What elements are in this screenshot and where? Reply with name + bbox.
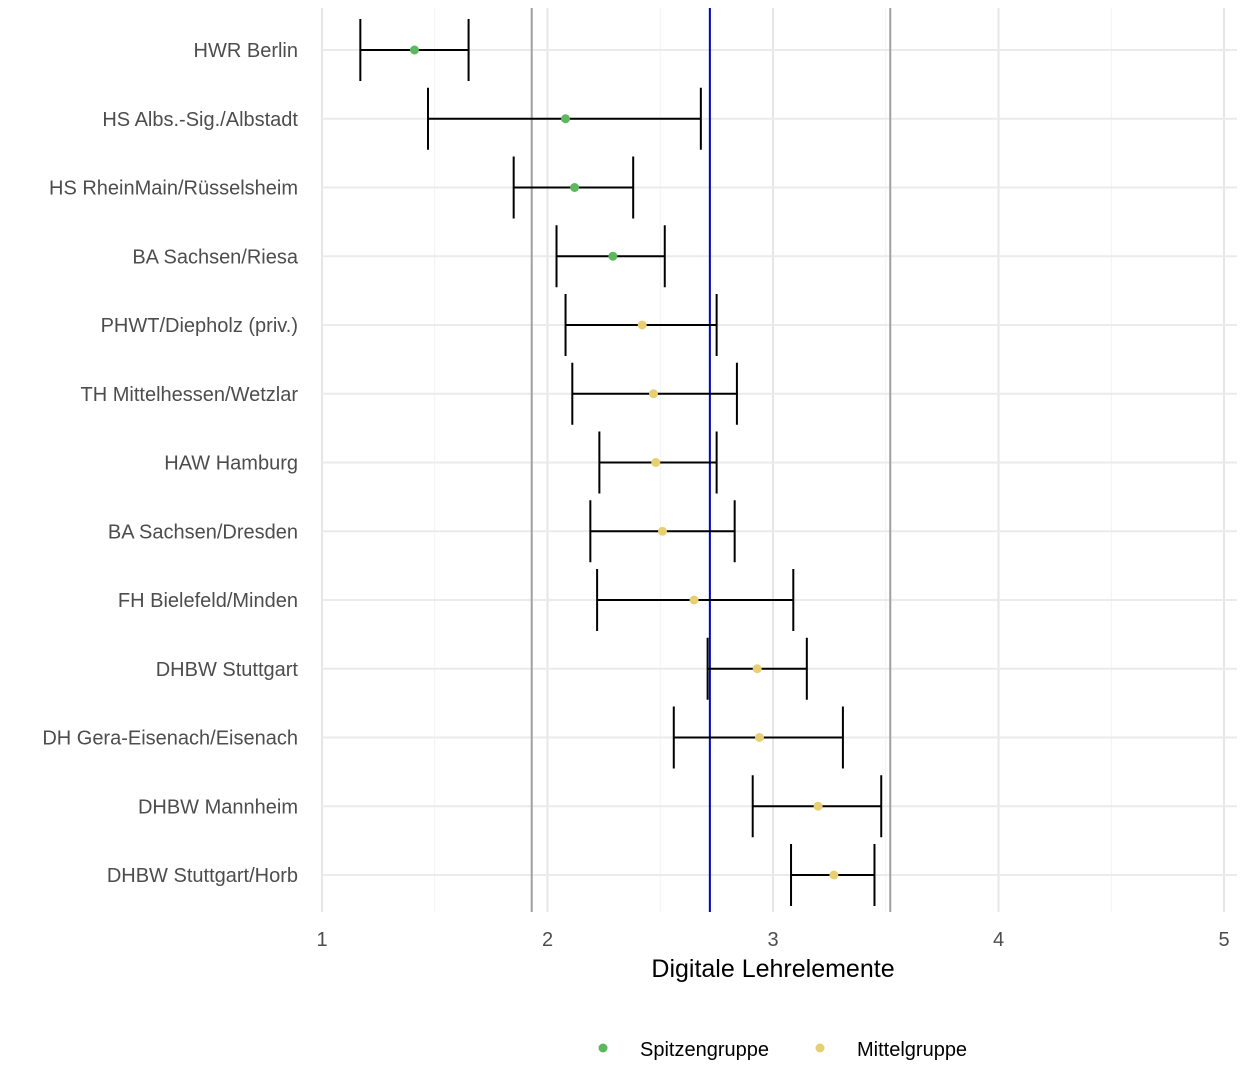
y-tick-label: HAW Hamburg: [164, 453, 298, 475]
x-tick-label: 4: [993, 929, 1004, 951]
reference-lines: [530, 8, 892, 912]
data-point: [637, 320, 647, 330]
y-tick-label: DH Gera-Eisenach/Eisenach: [42, 728, 298, 750]
data-point: [648, 389, 658, 399]
data-point: [561, 114, 571, 124]
y-tick-labels: HWR Berlin HS Albs.-Sig./Albstadt HS Rhein…: [42, 40, 299, 887]
y-tick-label: PHWT/Diepholz (priv.): [101, 315, 298, 337]
data-point: [754, 733, 764, 742]
y-tick-label: HS Albs.-Sig./Albstadt: [102, 109, 298, 131]
data-point: [752, 664, 762, 674]
legend-label: Mittelgruppe: [857, 1039, 967, 1061]
legend-item: Spitzengruppe: [598, 1039, 769, 1061]
y-tick-label: DHBW Mannheim: [138, 796, 298, 818]
y-tick-label: BA Sachsen/Dresden: [108, 521, 298, 543]
x-tick-label: 5: [1218, 929, 1229, 951]
y-tick-label: DHBW Stuttgart: [156, 659, 299, 681]
legend-label: Spitzengruppe: [640, 1039, 769, 1061]
y-tick-label: BA Sachsen/Riesa: [132, 246, 299, 268]
grid: [321, 8, 1237, 912]
x-tick-labels: 1 2 3 4 5: [316, 929, 1229, 951]
data-point: [813, 801, 823, 811]
points: [409, 45, 839, 880]
y-tick-label: TH Mittelhessen/Wetzlar: [81, 384, 299, 406]
x-axis-label: Digitale Lehrelemente: [651, 955, 894, 983]
y-tick-label: HS RheinMain/Rüsselsheim: [49, 178, 298, 200]
data-point: [651, 458, 661, 467]
y-tick-label: DHBW Stuttgart/Horb: [107, 865, 298, 887]
y-tick-label: FH Bielefeld/Minden: [118, 590, 298, 612]
legend-dot: [815, 1043, 825, 1053]
x-tick-label: 3: [767, 929, 778, 951]
legend: Spitzengruppe Mittelgruppe: [598, 1039, 967, 1061]
data-point: [658, 526, 668, 536]
legend-item: Mittelgruppe: [815, 1039, 967, 1061]
x-tick-label: 1: [316, 929, 327, 951]
data-point: [409, 45, 419, 55]
x-tick-label: 2: [542, 929, 553, 951]
y-tick-label: HWR Berlin: [194, 40, 298, 62]
data-point: [608, 251, 618, 261]
data-point: [570, 183, 580, 192]
data-point: [689, 595, 699, 605]
data-point: [829, 870, 839, 880]
legend-dot: [598, 1043, 608, 1053]
